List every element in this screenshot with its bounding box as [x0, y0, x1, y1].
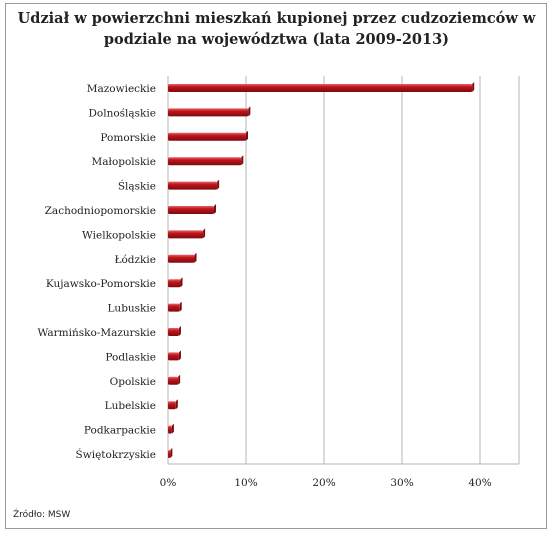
- x-tick-label: 0%: [160, 477, 177, 489]
- category-label: Kujawsko-Pomorskie: [46, 278, 156, 290]
- bar: [168, 450, 171, 458]
- chart-title-line-1: Udział w powierzchni mieszkań kupionej p…: [17, 10, 536, 27]
- bar: [168, 279, 181, 288]
- category-label: Łódzkie: [114, 254, 156, 266]
- category-label: Mazowieckie: [87, 83, 156, 95]
- category-label: Zachodniopomorskie: [45, 205, 156, 217]
- bar: [168, 425, 172, 434]
- bar-depth: [178, 350, 181, 361]
- category-label: Podlaskie: [105, 351, 156, 363]
- category-label: Wielkopolskie: [82, 229, 156, 241]
- chart-title: Udział w powierzchni mieszkań kupionej p…: [0, 8, 553, 50]
- category-label: Małopolskie: [92, 156, 156, 168]
- bar-depth: [178, 374, 181, 385]
- category-label: Opolskie: [110, 376, 156, 388]
- category-label: Pomorskie: [100, 132, 156, 144]
- category-label: Podkarpackie: [84, 425, 156, 437]
- bar: [168, 84, 473, 92]
- bar-depth: [180, 277, 183, 288]
- bar: [168, 157, 242, 166]
- bar-depth: [175, 399, 178, 410]
- bar: [168, 181, 218, 190]
- bar-depth: [246, 130, 248, 141]
- bar-depth: [179, 301, 182, 312]
- bar: [168, 132, 246, 141]
- bar-depth: [241, 155, 244, 166]
- category-label: Dolnośląskie: [88, 107, 156, 119]
- x-tick-label: 30%: [390, 477, 413, 489]
- bar: [168, 401, 176, 410]
- bar-depth: [472, 82, 475, 92]
- bar-depth: [214, 204, 217, 214]
- x-tick-label: 10%: [234, 477, 257, 489]
- bar-depth: [178, 326, 181, 336]
- x-tick-label: 40%: [468, 477, 491, 489]
- bar-depth: [170, 448, 173, 458]
- source-note: Źródło: MSW: [13, 510, 71, 520]
- bar: [168, 303, 180, 312]
- bar-depth: [203, 228, 206, 239]
- x-tick-label: 20%: [312, 477, 335, 489]
- category-label: Lubuskie: [107, 303, 156, 315]
- bar-depth: [248, 106, 251, 117]
- bar-depth: [171, 423, 174, 434]
- bar: [168, 108, 249, 117]
- category-label: Śląskie: [118, 179, 156, 193]
- category-label: Lubelskie: [105, 400, 156, 412]
- bar: [168, 352, 179, 361]
- category-labels: Mazowieckie Dolnośląskie Pomorskie Małopols…: [37, 83, 156, 461]
- bar: [168, 328, 179, 336]
- bars: [168, 82, 475, 458]
- chart-title-line-2: podziale na województwa (lata 2009-2013): [103, 31, 450, 48]
- gridlines: [167, 76, 520, 465]
- category-label: Warmińsko-Mazurskie: [37, 327, 156, 339]
- bar-depth: [194, 252, 197, 263]
- category-label: Świętokrzyskie: [76, 447, 156, 461]
- bar: [168, 230, 204, 239]
- bar: [168, 206, 215, 214]
- bar: [168, 254, 195, 263]
- bar: [168, 376, 179, 385]
- bar-depth: [217, 179, 220, 190]
- x-axis-ticks: 0% 10% 20% 30% 40%: [160, 477, 492, 489]
